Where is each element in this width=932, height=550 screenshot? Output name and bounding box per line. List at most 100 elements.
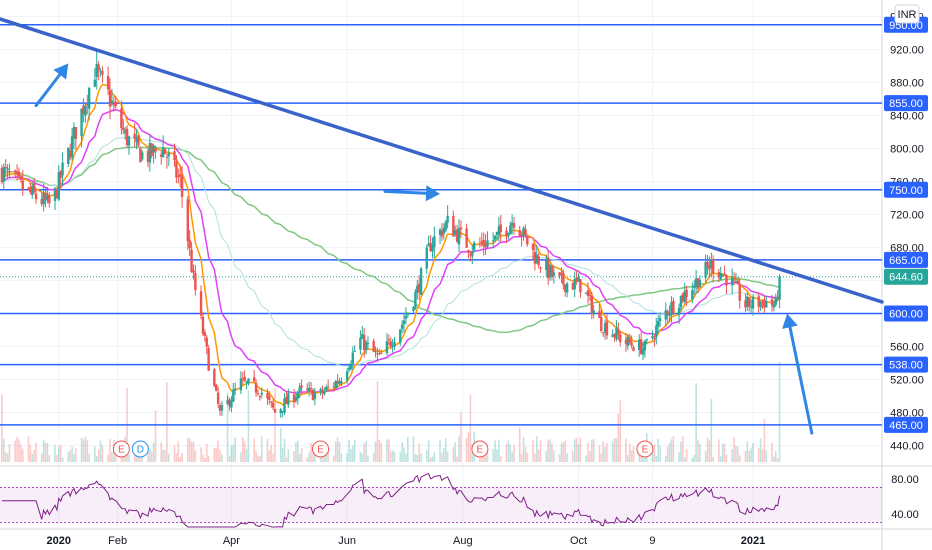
volume-bar (759, 438, 762, 462)
candle-body (509, 225, 512, 235)
trendline-line[interactable] (0, 17, 884, 304)
volume-bar (604, 446, 606, 462)
candle (509, 221, 512, 235)
candle (6, 164, 9, 178)
volume-bar (133, 455, 136, 462)
volume-bar (467, 432, 470, 462)
event-marker[interactable]: E (636, 440, 654, 458)
candle-body (482, 240, 485, 246)
volume-bar (376, 381, 379, 462)
event-circle (636, 440, 654, 458)
candle-body (180, 176, 184, 197)
trendline[interactable] (0, 17, 884, 304)
candle (531, 243, 535, 260)
volume-bar (378, 439, 381, 462)
event-marker[interactable]: D (131, 440, 149, 458)
level-price-tag[interactable]: 750.00 (884, 181, 928, 198)
volume-bar (534, 453, 536, 462)
volume-bar (234, 437, 236, 462)
candle-body (624, 339, 628, 344)
level-price-tag[interactable]: 665.00 (884, 251, 928, 268)
volume-bar (572, 451, 574, 462)
volume-bar (651, 448, 654, 462)
volume-bar (752, 443, 754, 462)
candle-body (31, 186, 34, 196)
candle (334, 379, 337, 390)
candle (285, 391, 288, 404)
arrow[interactable] (34, 63, 69, 108)
event-marker[interactable]: E (312, 440, 330, 458)
candle (385, 333, 389, 356)
candle-body (471, 251, 474, 257)
arrow[interactable] (383, 185, 441, 202)
volume-bar (71, 446, 73, 462)
candle (163, 148, 167, 155)
candle (287, 388, 290, 408)
candle (626, 334, 630, 351)
level-price-tag[interactable]: 538.00 (884, 356, 928, 373)
volume-bar (573, 439, 576, 462)
candle (349, 360, 353, 371)
candle-body (658, 317, 662, 321)
candle (74, 126, 78, 151)
event-circle (112, 440, 130, 458)
candle-body (167, 153, 171, 157)
candle-body (173, 151, 176, 161)
candle (467, 249, 470, 259)
candle-body (757, 296, 760, 307)
candle-body (163, 148, 167, 155)
volume-bar (606, 442, 608, 462)
candle-body (459, 227, 463, 230)
candle (619, 331, 622, 347)
candle (332, 381, 336, 392)
volume-bar (454, 442, 457, 462)
level-price-tag[interactable]: 600.00 (884, 305, 928, 322)
candle (419, 266, 423, 296)
volume-bar (367, 455, 369, 462)
volume-bar (628, 443, 631, 462)
last-price-label: 644.60 (889, 272, 923, 284)
event-marker[interactable]: E (471, 440, 489, 458)
candle-body (245, 381, 248, 383)
candle-body (402, 320, 406, 324)
candle-body (15, 171, 19, 175)
volume-bar (321, 455, 324, 462)
candle-body (469, 254, 472, 256)
price-axis[interactable]: 960.00920.00880.00840.00800.00760.00720.… (884, 12, 928, 521)
arrow[interactable] (782, 313, 814, 435)
volume-bar (166, 382, 168, 462)
candle (135, 128, 138, 150)
candle (34, 189, 38, 204)
level-tag-bg (884, 95, 928, 112)
volume-bar (505, 444, 508, 462)
currency-badge[interactable]: INR (894, 4, 920, 24)
candle-body (774, 296, 777, 305)
volume-bar (708, 440, 711, 462)
candle-body (425, 247, 428, 269)
volume-bar (340, 453, 343, 462)
level-price-tag[interactable]: 465.00 (884, 416, 928, 433)
candle-body (526, 236, 529, 245)
candle (313, 387, 317, 406)
time-axis[interactable]: 2020 Feb Apr Jun Aug Oct 9 2021 (47, 535, 766, 547)
annotation-arrows[interactable] (34, 63, 814, 435)
volume-bar (295, 442, 297, 462)
volume-bar (194, 450, 197, 462)
volume-bar (173, 445, 176, 462)
level-price-tag[interactable]: 855.00 (884, 95, 928, 112)
event-marker[interactable]: E (112, 440, 130, 458)
candle-body (215, 384, 218, 391)
candle-body (770, 299, 774, 306)
candle (82, 98, 85, 123)
price-tick-label: 680.00 (890, 243, 924, 255)
candle (347, 365, 351, 373)
volume-bar (268, 450, 271, 462)
volume-bar (750, 447, 752, 462)
candle (545, 255, 548, 277)
volume-bar (414, 454, 417, 462)
candle-body (40, 198, 43, 205)
volume-bar (664, 455, 667, 462)
rsi-band (0, 487, 882, 523)
volume-bar (482, 451, 485, 462)
